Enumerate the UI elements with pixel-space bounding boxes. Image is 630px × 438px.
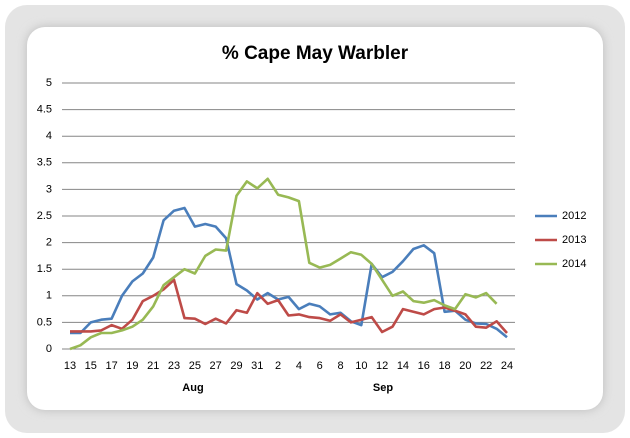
x-tick-label: 16 — [418, 360, 430, 372]
y-tick-label: 3.5 — [37, 157, 52, 169]
series-line — [70, 206, 508, 339]
x-tick-label: 8 — [337, 360, 343, 372]
x-tick-label: 31 — [251, 360, 263, 372]
x-tick-label: 14 — [397, 360, 409, 372]
x-tick-label: 24 — [501, 360, 513, 372]
x-tick-label: 19 — [126, 360, 138, 372]
y-tick-label: 1.5 — [37, 263, 52, 275]
x-tick-label: 12 — [376, 360, 388, 372]
x-tick-label: 29 — [230, 360, 242, 372]
x-tick-label: 2 — [275, 360, 281, 372]
series-line — [70, 278, 508, 334]
x-tick-label: 4 — [296, 360, 302, 372]
x-tick-label: 15 — [85, 360, 97, 372]
legend-label: 2013 — [562, 234, 586, 246]
x-tick-label: 25 — [189, 360, 201, 372]
x-group-label: Sep — [373, 382, 393, 394]
y-tick-label: 3 — [46, 183, 52, 195]
y-tick-label: 4.5 — [37, 104, 52, 116]
series-line — [69, 177, 498, 351]
y-tick-label: 0.5 — [37, 316, 52, 328]
x-tick-label: 27 — [210, 360, 222, 372]
x-tick-label: 17 — [105, 360, 117, 372]
chart-title: % Cape May Warbler — [222, 43, 409, 64]
x-tick-label: 10 — [355, 360, 367, 372]
x-tick-label: 18 — [438, 360, 450, 372]
legend-label: 2012 — [562, 210, 586, 222]
y-tick-label: 2 — [46, 237, 52, 249]
y-tick-label: 0 — [46, 343, 52, 355]
x-group-label: Aug — [182, 382, 203, 394]
x-tick-label: 20 — [459, 360, 471, 372]
y-tick-label: 4 — [46, 130, 52, 142]
legend-label: 2014 — [562, 258, 586, 270]
x-tick-label: 6 — [317, 360, 323, 372]
x-tick-label: 21 — [147, 360, 159, 372]
y-tick-label: 5 — [46, 77, 52, 89]
y-tick-label: 2.5 — [37, 210, 52, 222]
y-tick-label: 1 — [46, 290, 52, 302]
x-tick-label: 22 — [480, 360, 492, 372]
x-tick-label: 13 — [64, 360, 76, 372]
panel — [27, 27, 603, 410]
x-tick-label: 23 — [168, 360, 180, 372]
